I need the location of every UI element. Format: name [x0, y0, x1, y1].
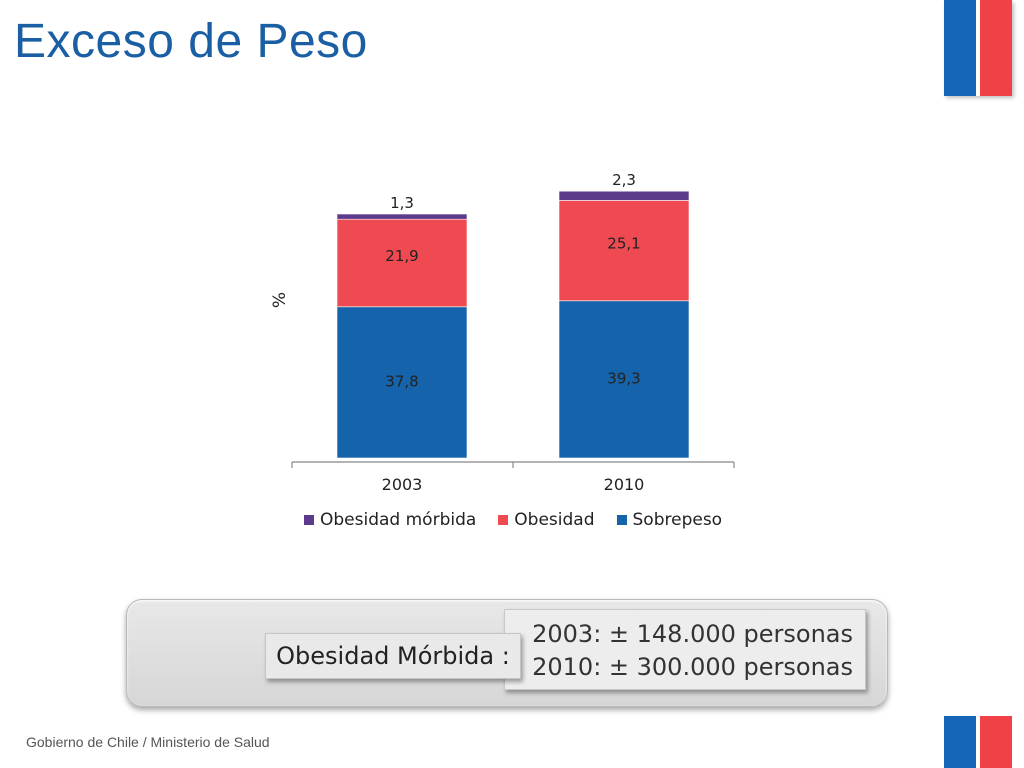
footer-credit: Gobierno de Chile / Ministerio de Salud	[26, 734, 270, 750]
slide-title: Exceso de Peso	[14, 15, 368, 68]
data-label-sobrepeso-2010: 39,3	[607, 369, 640, 387]
legend-item-obesidad: Obesidad	[498, 510, 595, 530]
count-2010: 2010: ± 300.000 personas	[532, 653, 853, 681]
x-tick-label-2003: 2003	[382, 475, 423, 494]
bar-obesidad-m-rbida-2003	[336, 213, 468, 220]
data-label-obesidad-2003: 21,9	[385, 247, 418, 265]
legend-item-sobrepeso: Sobrepeso	[616, 510, 723, 530]
count-2003: 2003: ± 148.000 personas	[532, 620, 853, 648]
chile-flag-stripe-top	[944, 0, 1012, 96]
morbid-obesity-label-box: Obesidad Mórbida :	[265, 633, 521, 679]
legend-label-obesidad: Obesidad	[514, 510, 595, 530]
legend-label-sobrepeso: Sobrepeso	[632, 510, 723, 530]
data-label-obesidad-2010: 25,1	[607, 235, 640, 253]
data-label-obesidad-m-rbida-2010: 2,3	[612, 171, 636, 189]
morbid-obesity-counts-box: 2003: ± 148.000 personas 2010: ± 300.000…	[504, 609, 866, 690]
legend-swatch-obesidad	[498, 515, 509, 525]
bar-sobrepeso-2003	[336, 306, 468, 459]
bar-obesidad-m-rbida-2010	[558, 190, 690, 201]
bar-obesidad-2003	[336, 218, 468, 308]
data-label-obesidad-m-rbida-2003: 1,3	[390, 194, 414, 212]
data-label-sobrepeso-2003: 37,8	[385, 372, 418, 390]
legend-label-obesidad-morbida: Obesidad mórbida	[320, 510, 477, 530]
y-axis-label: %	[270, 292, 290, 308]
x-tick-label-2010: 2010	[604, 475, 645, 494]
chart-legend: Obesidad mórbida Obesidad Sobrepeso	[304, 510, 722, 530]
chile-flag-stripe-bottom	[944, 716, 1012, 768]
legend-swatch-sobrepeso	[616, 515, 627, 525]
legend-item-obesidad-morbida: Obesidad mórbida	[304, 510, 476, 530]
legend-swatch-obesidad-morbida	[304, 515, 314, 525]
morbid-obesity-label: Obesidad Mórbida :	[276, 642, 510, 670]
stacked-bar-chart: % 37,8 21,9 1,3 2003 39,3 25,1 2,3 2010	[270, 171, 735, 494]
bar-obesidad-2010	[558, 200, 690, 302]
